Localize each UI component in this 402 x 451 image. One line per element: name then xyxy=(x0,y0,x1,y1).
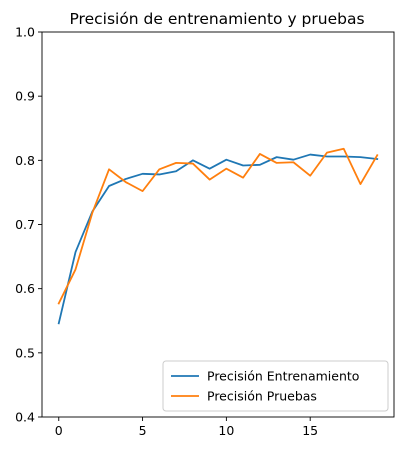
axes-layer: 0 5 10 15 0.4 0.5 0.6 0.7 0.8 0.9 1.0 xyxy=(15,25,395,438)
y-tick-label: 0.6 xyxy=(15,281,35,296)
y-tick-label: 0.9 xyxy=(15,89,35,104)
y-tick-label: 0.7 xyxy=(15,217,35,232)
series-line-2 xyxy=(57,147,379,305)
x-tick-label: 0 xyxy=(55,423,63,438)
legend: Precisión Entrenamiento Precisión Pruebas xyxy=(162,360,389,412)
y-tick-label: 0.5 xyxy=(15,345,35,360)
legend-label-1: Precisión Entrenamiento xyxy=(207,369,359,384)
y-tick-label: 1.0 xyxy=(15,25,35,40)
y-tick-label: 0.8 xyxy=(15,153,35,168)
x-tick-label: 10 xyxy=(218,423,234,438)
legend-label-2: Precisión Pruebas xyxy=(207,389,317,404)
series-line-1 xyxy=(57,153,379,325)
series-layer xyxy=(57,147,379,325)
chart-title: Precisión de entrenamiento y pruebas xyxy=(69,10,364,28)
y-tick-label: 0.4 xyxy=(15,410,35,425)
x-tick-label: 5 xyxy=(139,423,147,438)
plot-frame xyxy=(41,31,395,418)
x-tick-label: 15 xyxy=(302,423,318,438)
legend-box xyxy=(162,360,389,412)
